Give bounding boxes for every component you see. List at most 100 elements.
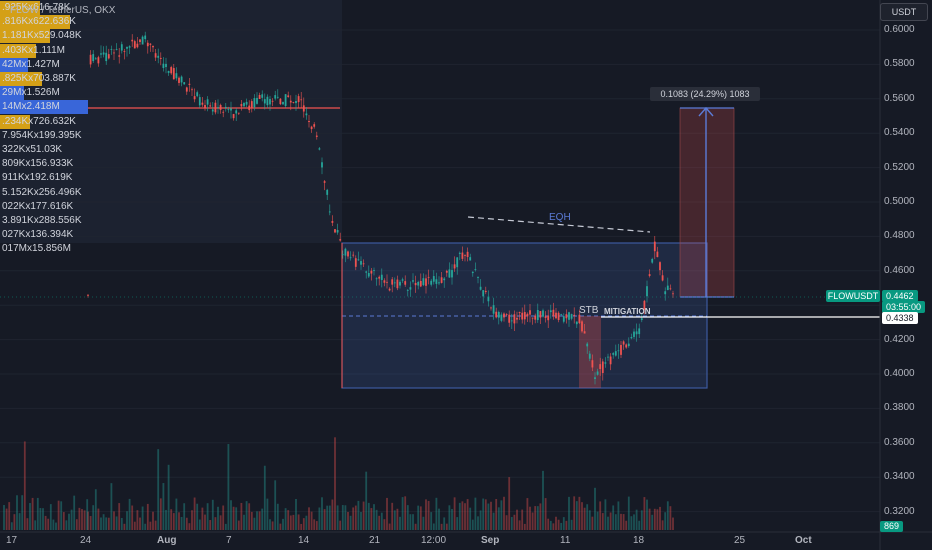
volume-bar — [570, 519, 573, 530]
volume-bar — [617, 501, 620, 530]
volume-bar — [219, 515, 222, 530]
candle-body — [282, 101, 284, 105]
volume-bar — [227, 444, 230, 530]
price-tick: 0.4600 — [884, 264, 915, 276]
volume-profile-row: 7.954Kx199.395K — [0, 129, 82, 143]
volume-bar — [55, 522, 57, 530]
candle-body — [575, 321, 578, 325]
volume-bar — [289, 515, 292, 530]
candle-body — [172, 68, 175, 80]
volume-bar — [243, 514, 245, 530]
volume-profile-row: 809Kx156.933K — [0, 157, 73, 171]
candle-body — [607, 356, 609, 358]
volume-bar — [211, 499, 214, 530]
volume-bar — [406, 505, 409, 530]
volume-bar — [479, 510, 482, 530]
volume-bar — [144, 523, 147, 530]
volume-bar — [128, 498, 131, 530]
volume-bar — [222, 505, 225, 530]
candle-body — [609, 356, 612, 365]
volume-bar — [536, 506, 539, 530]
volume-profile-row: 027Kx136.394K — [0, 228, 73, 242]
candle-body — [469, 257, 472, 261]
candle-body — [653, 241, 656, 252]
volume-bar — [146, 503, 149, 530]
volume-bar — [185, 517, 188, 530]
candle-body — [427, 276, 430, 278]
candle-body — [401, 279, 404, 281]
candle-body — [334, 229, 336, 233]
candle-body — [365, 271, 368, 273]
volume-bar — [516, 509, 518, 530]
volume-bar — [425, 499, 427, 530]
volume-bar — [386, 497, 388, 530]
candle-body — [352, 254, 355, 256]
volume-bar — [620, 513, 622, 530]
countdown-tag: 03:55:00 — [882, 301, 926, 313]
eqh-line[interactable] — [467, 216, 651, 233]
candle-body — [131, 39, 134, 42]
volume-bar — [57, 500, 60, 530]
volume-bar — [276, 503, 279, 530]
volume-bar — [521, 509, 524, 530]
volume-bar — [666, 501, 669, 530]
candle-body — [526, 313, 529, 317]
candle-body — [349, 257, 352, 259]
volume-bar — [581, 502, 583, 530]
candle-body — [430, 280, 433, 285]
volume-profile-row: 322Kx51.03K — [0, 143, 62, 157]
candle-body — [495, 311, 498, 318]
volume-bar — [83, 510, 86, 530]
volume-profile-value: 7.954Kx199.395K — [2, 129, 82, 141]
volume-bar — [422, 516, 425, 530]
candle-body — [601, 361, 604, 374]
volume-bar — [5, 508, 8, 530]
volume-bar — [141, 506, 144, 530]
volume-bar — [583, 507, 586, 530]
candle-body — [92, 54, 95, 62]
volume-bar — [42, 508, 44, 530]
volume-bar — [206, 503, 209, 530]
candle-body — [570, 314, 573, 319]
candle-body — [266, 96, 269, 106]
candle-body — [477, 276, 479, 278]
candle-body — [664, 291, 667, 295]
volume-bar — [94, 489, 97, 530]
volume-bar — [165, 509, 167, 530]
volume-bar — [534, 506, 537, 530]
candle-body — [128, 46, 131, 48]
volume-profile-row: 022Kx177.616K — [0, 200, 73, 214]
volume-bar — [646, 499, 648, 530]
price-tick: 0.4000 — [884, 368, 915, 379]
volume-bar — [419, 506, 422, 530]
candle-body — [646, 286, 648, 297]
volume-bar — [245, 501, 248, 530]
candle-body — [542, 310, 544, 317]
volume-bar — [36, 497, 39, 530]
price-tick: 0.4800 — [884, 230, 915, 242]
volume-bar — [29, 503, 31, 530]
volume-profile-row: .234Kx726.632K — [0, 114, 76, 129]
candle-body — [396, 279, 399, 289]
candle-body — [461, 252, 464, 259]
target-box[interactable] — [679, 107, 735, 298]
volume-bar — [440, 523, 443, 530]
candle-body — [271, 100, 274, 102]
candle-body — [328, 211, 331, 213]
candle-body — [287, 95, 290, 98]
candle-body — [560, 313, 563, 315]
candle-body — [630, 336, 633, 339]
volume-profile-row: .816Kx622.636K — [0, 15, 76, 30]
volume-bar — [139, 517, 141, 530]
volume-bar — [664, 512, 667, 530]
volume-bar — [471, 519, 474, 530]
volume-bars — [3, 437, 674, 530]
candle-body — [635, 331, 638, 335]
candle-body — [230, 108, 232, 111]
volume-bar — [258, 511, 261, 530]
candle-body — [232, 114, 235, 119]
currency-button[interactable]: USDT — [880, 3, 928, 21]
volume-profile-value: .816Kx622.636K — [2, 16, 76, 28]
volume-bar — [331, 499, 334, 530]
